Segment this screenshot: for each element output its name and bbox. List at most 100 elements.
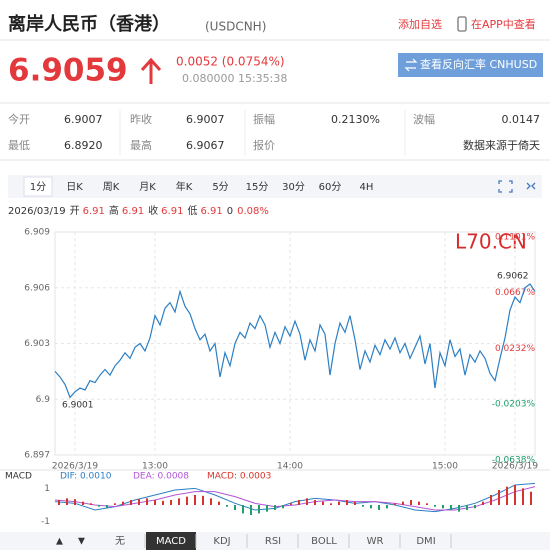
info-item: 6.91	[122, 206, 144, 217]
macd-bar	[218, 501, 220, 505]
macd-bar	[410, 500, 412, 505]
info-item: 收	[148, 204, 158, 217]
swap-icon	[404, 58, 418, 72]
indicator-tab[interactable]: 无	[115, 536, 125, 547]
macd-bar	[498, 490, 500, 505]
period-tab[interactable]: 15分	[246, 181, 269, 193]
macd-bar	[322, 501, 324, 505]
info-item: 6.91	[161, 206, 183, 217]
x-tick-label: 14:00	[277, 462, 303, 472]
stat-label: 报价	[253, 138, 275, 152]
stat-value: 6.9007	[186, 113, 225, 126]
macd-bar	[466, 505, 468, 510]
stat-label: 最高	[130, 138, 152, 152]
macd-bar	[314, 500, 316, 505]
change: 0.0052 (0.0754%)	[176, 55, 285, 69]
y-tick-label: 6.906	[24, 283, 50, 293]
period-tab[interactable]: 30分	[282, 181, 305, 193]
y2-tick-label: -0.0638%	[492, 456, 536, 466]
period-tab[interactable]: 60分	[319, 181, 342, 193]
macd-bar	[370, 505, 372, 509]
annotation: 6.9062	[497, 272, 529, 282]
indicator-tab[interactable]: DMI	[416, 536, 435, 547]
macd-bar	[170, 500, 172, 505]
stat-label: 最低	[8, 139, 30, 152]
indicator-tab[interactable]: RSI	[265, 536, 281, 547]
period-tab[interactable]: 5分	[212, 181, 228, 193]
indicator-bar	[0, 532, 550, 550]
macd-bar	[418, 501, 420, 505]
open-app[interactable]: 在APP中查看	[471, 17, 536, 31]
macd-bar	[258, 505, 260, 514]
macd-bar	[530, 491, 532, 505]
scroll-down[interactable]: ▼	[78, 537, 85, 547]
stat-value: 6.9007	[64, 113, 103, 126]
collapse-icon[interactable]	[526, 182, 536, 190]
stat-label: 昨收	[130, 112, 152, 126]
macd-bar	[98, 505, 100, 507]
reverse-button[interactable]	[398, 53, 543, 77]
macd-bar	[282, 505, 284, 509]
period-tab[interactable]: 周K	[103, 181, 120, 193]
legend-entry: DEA: 0.0008	[133, 472, 189, 482]
macd-bar	[330, 503, 332, 505]
macd-tick-label: 1	[44, 484, 50, 494]
reverse-label[interactable]: 查看反向汇率 CNHUSD	[420, 57, 537, 71]
macd-bar	[298, 500, 300, 505]
up-arrow	[140, 57, 162, 84]
scroll-up[interactable]: ▲	[56, 537, 63, 547]
period-tab[interactable]: 4H	[360, 182, 374, 193]
macd-bar	[186, 496, 188, 505]
info-line: 2026/03/19 开 6.91 高 6.91 收 6.91 低 6.91 0 0.08%	[8, 204, 269, 217]
pane-title: MACD	[5, 472, 32, 482]
macd-bar	[250, 505, 252, 515]
macd-line	[54, 482, 536, 513]
macd-bar	[146, 498, 148, 505]
macd-bar	[354, 501, 356, 505]
fullscreen-icon[interactable]	[498, 180, 513, 193]
indicator-tab[interactable]: BOLL	[311, 536, 337, 547]
macd-bar	[210, 498, 212, 505]
y-tick-label: 6.909	[24, 228, 50, 238]
price: 6.9059	[8, 53, 128, 89]
macd-bar	[122, 501, 124, 505]
macd-bar	[162, 500, 164, 505]
legend-entry: DIF: 0.0010	[60, 472, 112, 482]
macd-bar	[346, 500, 348, 505]
info-item: 开	[70, 206, 80, 217]
indicator-tab[interactable]: MACD	[156, 536, 186, 547]
macd-bar	[306, 498, 308, 505]
macd-bar	[226, 505, 228, 507]
x-tick-label: 2026/3/19	[52, 462, 98, 472]
stat-label: 今开	[8, 112, 30, 126]
stat-label: 振幅	[253, 112, 275, 126]
y2-tick-label: 0.1101%	[495, 233, 535, 243]
info-item: 2026/03/19	[8, 206, 66, 217]
period-tab[interactable]: 1分	[30, 181, 46, 193]
stat-value: 0.0147	[502, 113, 541, 126]
macd-tick-label: -1	[41, 517, 50, 527]
macd-bar	[458, 505, 460, 512]
indicator-tab[interactable]: KDJ	[213, 536, 230, 547]
info-item: 6.91	[83, 206, 105, 217]
indicator-tab[interactable]: WR	[367, 536, 384, 547]
info-item: 低	[187, 204, 197, 217]
period-tab[interactable]: 月K	[139, 181, 156, 193]
period-tab[interactable]: 日K	[66, 182, 83, 193]
macd-bar	[474, 505, 476, 509]
stat-label: 波幅	[413, 113, 435, 126]
macd-bar	[66, 498, 68, 505]
macd-bar	[58, 500, 60, 505]
macd-bar	[82, 501, 84, 505]
stat-value: 6.9067	[186, 139, 225, 152]
macd-bar	[434, 505, 436, 507]
tab-bar	[8, 175, 542, 198]
macd-bar	[242, 505, 244, 514]
macd-bar	[442, 505, 444, 509]
macd-bar	[482, 501, 484, 505]
macd-bar	[114, 503, 116, 505]
annotation: 6.9001	[62, 401, 94, 411]
add-watchlist[interactable]: 添加自选	[398, 17, 442, 31]
period-tab[interactable]: 年K	[176, 180, 193, 193]
y-tick-label: 6.9	[36, 395, 51, 405]
